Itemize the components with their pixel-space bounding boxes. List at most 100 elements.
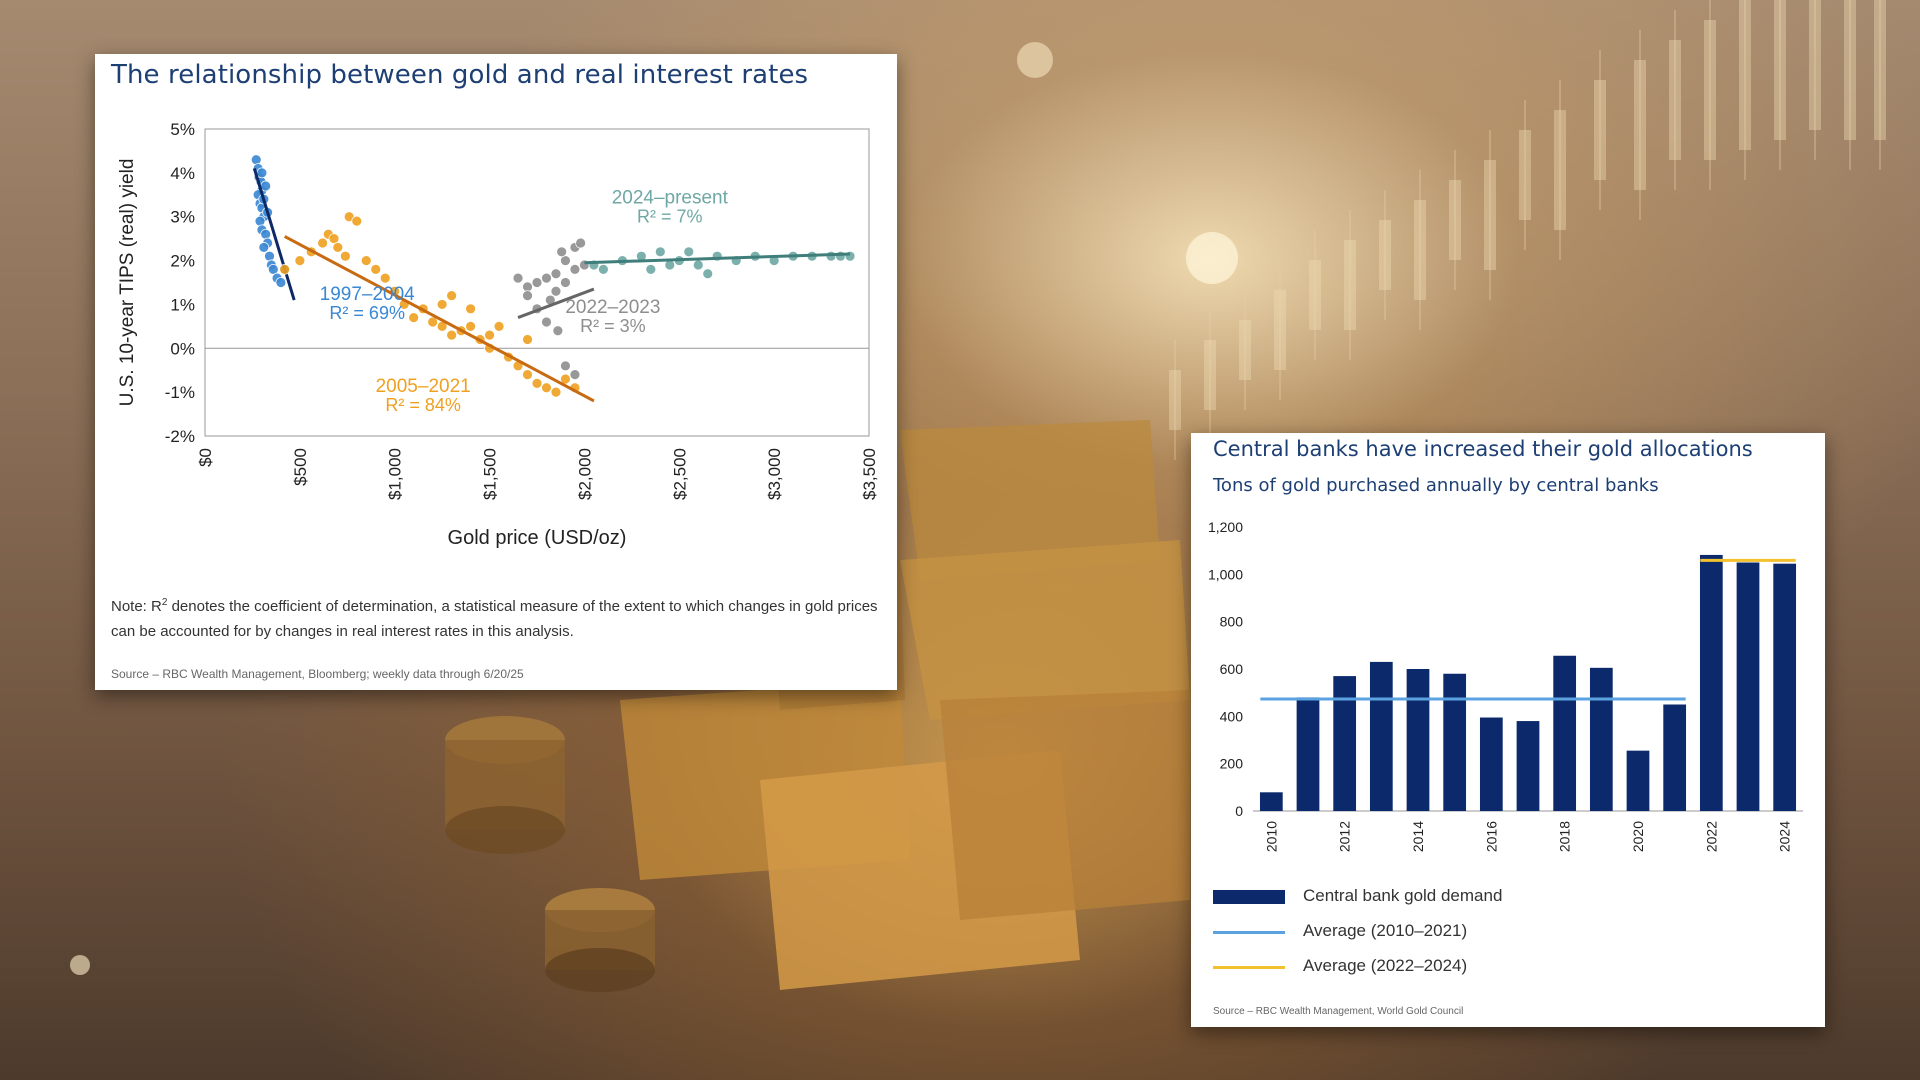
scatter-point bbox=[575, 237, 587, 249]
scatter-chart-title: The relationship between gold and real i… bbox=[111, 60, 809, 90]
scatter-point bbox=[275, 277, 287, 288]
trend-line bbox=[252, 168, 296, 301]
x-tick-label: 2016 bbox=[1483, 821, 1499, 852]
scatter-point bbox=[260, 228, 272, 240]
scatter-point bbox=[250, 154, 262, 166]
scatter-point bbox=[597, 263, 609, 275]
scatter-point bbox=[556, 246, 568, 258]
bar bbox=[1589, 667, 1613, 811]
scatter-point bbox=[408, 312, 420, 323]
background-candle-body bbox=[1309, 260, 1321, 330]
background-sparkle bbox=[1017, 42, 1053, 78]
scatter-chart: 5% 4% 3% 2% 1% 0% -1% -2%$0 $500 $1,000 $1,500 $2,0… bbox=[117, 120, 879, 549]
x-tick-label: 2024 bbox=[1777, 821, 1793, 852]
scatter-point bbox=[317, 237, 329, 249]
background-sparkle bbox=[1186, 232, 1238, 284]
bar-chart-panel: Central banks have increased their gold … bbox=[1191, 433, 1825, 1027]
legend-label-avg-2022-2024: Average (2022–2024) bbox=[1303, 956, 1468, 975]
trend-line bbox=[517, 287, 595, 319]
period-label: 2024–present bbox=[612, 188, 729, 209]
y-tick-label: 4% bbox=[170, 164, 195, 183]
plot-area-frame bbox=[204, 128, 870, 437]
background-candle-body bbox=[1704, 20, 1716, 160]
scatter-point bbox=[550, 268, 562, 280]
scatter-point bbox=[569, 369, 581, 381]
legend-label-avg-2010-2021: Average (2010–2021) bbox=[1303, 921, 1468, 940]
background-candle-body bbox=[1379, 220, 1391, 290]
trend-line bbox=[283, 235, 595, 403]
scatter-point bbox=[254, 215, 266, 227]
scatter-point bbox=[493, 320, 505, 332]
scatter-point bbox=[465, 320, 477, 332]
bar bbox=[1553, 655, 1577, 811]
scatter-point bbox=[339, 250, 351, 262]
scatter-point bbox=[446, 290, 458, 302]
legend-swatch-avg-2022-2024 bbox=[1213, 966, 1285, 969]
background-candle-body bbox=[1774, 0, 1786, 140]
r2-label: R² = 7% bbox=[637, 207, 703, 227]
x-tick-label: $2,500 bbox=[670, 448, 689, 500]
background-candlesticks bbox=[1169, 0, 1886, 460]
y-tick-label: -1% bbox=[165, 383, 195, 402]
scatter-source: Source – RBC Wealth Management, Bloomber… bbox=[111, 667, 524, 681]
scatter-point bbox=[531, 277, 543, 288]
bar bbox=[1773, 563, 1797, 811]
x-tick-label: 2022 bbox=[1703, 821, 1719, 852]
scatter-point bbox=[522, 290, 533, 302]
scatter-point bbox=[465, 303, 477, 315]
scatter-point bbox=[645, 263, 657, 275]
scatter-point bbox=[560, 360, 571, 372]
background-candle-body bbox=[1634, 60, 1646, 190]
bar bbox=[1259, 792, 1283, 811]
scatter-point bbox=[550, 386, 562, 398]
x-tick-label: 2018 bbox=[1557, 821, 1573, 852]
x-tick-label: $2,000 bbox=[575, 448, 594, 500]
background-gold-bars bbox=[620, 420, 1190, 990]
scatter-chart-panel: The relationship between gold and real i… bbox=[95, 54, 897, 690]
y-tick-label: 1% bbox=[170, 295, 195, 314]
trend-line bbox=[584, 252, 851, 265]
scatter-point bbox=[360, 255, 372, 266]
chart-note: Note: R2 denotes the coefficient of dete… bbox=[111, 590, 891, 644]
scatter-point bbox=[569, 263, 581, 275]
scatter-point bbox=[702, 268, 714, 280]
background-candle-body bbox=[1169, 370, 1181, 430]
scatter-point bbox=[256, 167, 268, 179]
background-candle-body bbox=[1344, 240, 1356, 330]
y-tick-label: 800 bbox=[1220, 614, 1244, 630]
y-tick-label: 5% bbox=[170, 120, 195, 139]
legend-swatch-demand bbox=[1213, 890, 1285, 904]
period-label: 1997–2004 bbox=[320, 284, 416, 305]
x-tick-label: 2020 bbox=[1630, 821, 1646, 852]
bar bbox=[1516, 721, 1540, 811]
y-tick-label: 0% bbox=[170, 339, 195, 358]
bar bbox=[1736, 562, 1760, 811]
note-superscript: 2 bbox=[161, 597, 168, 608]
legend-label-demand: Central bank gold demand bbox=[1303, 886, 1503, 905]
y-tick-label: 1,200 bbox=[1208, 519, 1243, 535]
scatter-point bbox=[541, 316, 552, 328]
period-label: 2022–2023 bbox=[565, 297, 660, 318]
x-tick-label: $3,500 bbox=[860, 448, 879, 500]
r2-label: R² = 3% bbox=[580, 316, 646, 336]
bar bbox=[1479, 717, 1503, 811]
y-tick-label: 0 bbox=[1235, 803, 1243, 819]
x-tick-label: 2010 bbox=[1263, 821, 1279, 852]
scatter-point bbox=[279, 263, 291, 275]
x-tick-label: $1,500 bbox=[481, 448, 500, 500]
legend-swatch-avg-2010-2021 bbox=[1213, 931, 1285, 934]
x-tick-label: $3,000 bbox=[765, 448, 784, 500]
scatter-point bbox=[683, 246, 695, 258]
scatter-point bbox=[379, 272, 391, 284]
background-candle-body bbox=[1449, 180, 1461, 260]
bar bbox=[1663, 704, 1687, 811]
scatter-point bbox=[294, 255, 306, 266]
r2-label: R² = 69% bbox=[329, 303, 405, 323]
x-tick-label: $0 bbox=[196, 448, 215, 467]
scatter-point bbox=[560, 373, 571, 385]
scatter-point bbox=[522, 334, 533, 345]
scatter-point bbox=[560, 277, 571, 288]
bar bbox=[1333, 676, 1357, 811]
y-tick-label: 600 bbox=[1220, 661, 1244, 677]
scatter-point bbox=[264, 250, 275, 262]
